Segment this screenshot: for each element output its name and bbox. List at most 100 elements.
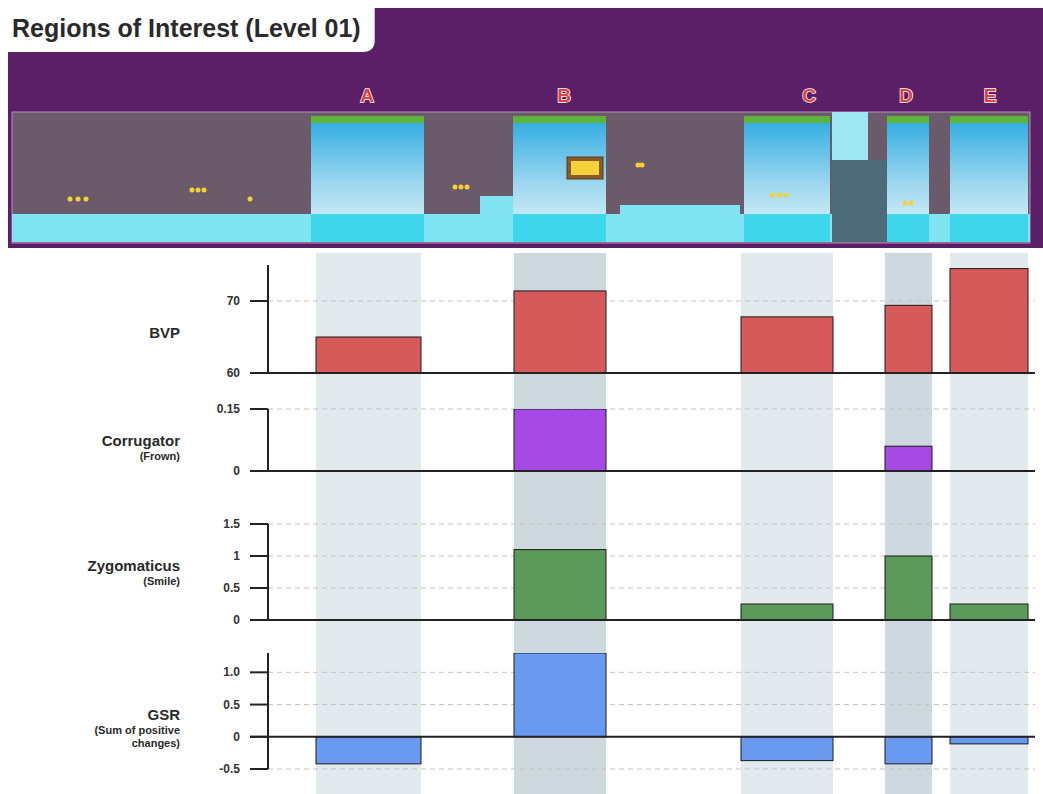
tick — [250, 671, 268, 673]
coin — [777, 193, 782, 198]
level-background — [12, 112, 1030, 243]
coin — [903, 201, 908, 206]
coin — [640, 163, 645, 168]
bar — [741, 317, 833, 373]
region-sky — [887, 116, 929, 242]
coin — [459, 185, 464, 190]
coin — [453, 185, 458, 190]
bar — [514, 550, 606, 620]
coin — [202, 188, 207, 193]
panel-title: Zygomaticus — [87, 557, 180, 574]
coin — [784, 193, 789, 198]
bar — [885, 305, 932, 373]
region-letter: D — [899, 85, 913, 106]
baseline — [250, 619, 1035, 621]
tick-label: -0.5 — [219, 762, 240, 776]
region-floor — [887, 214, 929, 242]
tick-label: 0.5 — [223, 581, 240, 595]
region-floor — [311, 214, 424, 242]
bar — [950, 737, 1028, 744]
bar — [741, 604, 833, 620]
coin — [84, 197, 89, 202]
bar — [514, 291, 606, 373]
grid-line — [250, 524, 1035, 525]
region-top — [887, 116, 929, 123]
tick-label: 0.5 — [223, 698, 240, 712]
ice-step — [620, 205, 740, 242]
crate-coins — [571, 161, 599, 175]
grid-line — [250, 704, 1035, 705]
title-tab — [0, 0, 375, 52]
bar — [514, 653, 606, 737]
tick-label: 0 — [233, 730, 240, 744]
tick — [250, 300, 268, 302]
region-top — [744, 116, 830, 123]
grid-line — [250, 409, 1035, 410]
tick — [250, 587, 268, 589]
level-strip — [12, 112, 1030, 243]
region-letter: C — [802, 85, 816, 106]
subtitle-line: (Sum of positive — [94, 724, 180, 736]
tick-label: 0.15 — [217, 402, 241, 416]
tick — [250, 408, 268, 410]
bar — [741, 737, 833, 761]
bar — [316, 337, 421, 373]
bar — [885, 446, 932, 471]
bar — [514, 409, 606, 471]
panel: 6070BVP — [149, 265, 1035, 380]
bar — [950, 269, 1028, 373]
ice-wall — [832, 160, 887, 242]
bars — [316, 653, 1028, 764]
region-letter: A — [360, 85, 374, 106]
region-sky — [950, 116, 1028, 242]
region-sky — [513, 116, 606, 242]
panel-subtitle: (Smile) — [143, 575, 180, 587]
bar — [316, 737, 421, 764]
y-axis — [267, 265, 269, 373]
crate — [567, 157, 603, 179]
baseline — [250, 372, 1035, 374]
grid-line — [250, 672, 1035, 673]
coin — [68, 197, 73, 202]
subtitle-line: changes) — [132, 737, 181, 749]
panel: -0.500.51.0GSR(Sum of positivechanges) — [94, 653, 1035, 776]
tick — [250, 555, 268, 557]
y-axis — [267, 524, 269, 620]
panel: 0 0.5 1 1.5 Zygomaticus(Smile) — [87, 517, 1035, 627]
baseline — [250, 736, 1035, 738]
baseline — [250, 470, 1035, 472]
region-floor — [950, 214, 1028, 242]
coin — [248, 197, 253, 202]
bars — [514, 409, 932, 471]
region-letter: B — [557, 85, 571, 106]
tick-label: 70 — [227, 294, 241, 308]
tick-label: 0 — [233, 613, 240, 627]
region-floor — [744, 214, 830, 242]
tick-label: 1 — [233, 549, 240, 563]
panel-subtitle: (Frown) — [140, 450, 181, 462]
subtitle-line: (Smile) — [143, 575, 180, 587]
panel-title: BVP — [149, 324, 180, 341]
tick — [250, 768, 268, 770]
panel-subtitle: (Sum of positivechanges) — [94, 724, 180, 749]
coin — [76, 197, 81, 202]
bar — [950, 604, 1028, 620]
coin — [190, 188, 195, 193]
bar — [885, 556, 932, 620]
bars — [514, 550, 1028, 620]
tick-label: 1.5 — [223, 517, 240, 531]
region-letter: E — [984, 85, 997, 106]
coin — [909, 201, 914, 206]
region-sky — [744, 116, 830, 242]
tick-label: 0 — [233, 464, 240, 478]
region-floor — [513, 214, 606, 242]
coin — [770, 193, 775, 198]
tick-label: 1.0 — [223, 665, 240, 679]
panel-title: Corrugator — [102, 432, 180, 449]
tick — [250, 704, 268, 706]
coin — [196, 188, 201, 193]
region-top — [950, 116, 1028, 123]
region-top — [513, 116, 606, 123]
subtitle-line: (Frown) — [140, 450, 181, 462]
grid-line — [250, 301, 1035, 302]
